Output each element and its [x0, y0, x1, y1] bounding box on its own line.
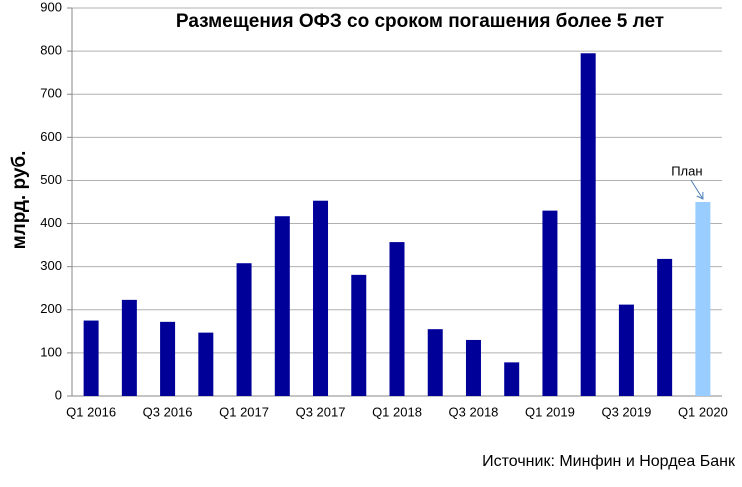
- bar: [198, 332, 214, 396]
- y-tick-label: 600: [40, 129, 62, 144]
- bar: [313, 200, 329, 396]
- bar: [618, 304, 634, 396]
- bar: [465, 339, 481, 396]
- bar: [236, 263, 252, 396]
- bar: [580, 53, 596, 397]
- y-tick-label: 300: [40, 258, 62, 273]
- source: Источник: Минфин и Нордеа Банк: [482, 453, 736, 470]
- y-tick-label: 0: [55, 387, 62, 402]
- chart-title: Размещения ОФЗ со сроком погашения более…: [176, 11, 664, 32]
- bar: [504, 362, 520, 396]
- x-tick-label: Q3 2018: [449, 404, 499, 419]
- bar: [695, 202, 711, 396]
- y-tick-label: 400: [40, 215, 62, 230]
- x-tick-label: Q3 2019: [601, 404, 651, 419]
- bar: [160, 321, 176, 396]
- annotation-arrowhead: [696, 192, 704, 200]
- x-tick-label: Q1 2016: [66, 404, 116, 419]
- y-tick-label: 900: [40, 0, 62, 14]
- annotation-arrow: [690, 179, 704, 200]
- bar: [389, 242, 405, 396]
- bar: [657, 258, 673, 396]
- bar: [83, 320, 99, 396]
- y-tick-label: 500: [40, 172, 62, 187]
- x-tick-label: Q1 2020: [678, 404, 728, 419]
- annotation: План: [671, 163, 702, 178]
- x-tick-label: Q3 2016: [143, 404, 193, 419]
- x-tick-label: Q1 2019: [525, 404, 575, 419]
- y-tick-label: 700: [40, 86, 62, 101]
- y-tick-label: 800: [40, 43, 62, 58]
- y-tick-label: 100: [40, 344, 62, 359]
- bar: [542, 210, 558, 396]
- bar: [274, 216, 290, 396]
- y-tick-label: 200: [40, 301, 62, 316]
- x-tick-label: Q3 2017: [296, 404, 346, 419]
- x-tick-label: Q1 2017: [219, 404, 269, 419]
- bar: [427, 329, 443, 396]
- bar: [351, 274, 367, 396]
- x-tick-label: Q1 2018: [372, 404, 422, 419]
- y-axis-label: млрд. руб.: [9, 151, 30, 250]
- bar: [121, 299, 137, 396]
